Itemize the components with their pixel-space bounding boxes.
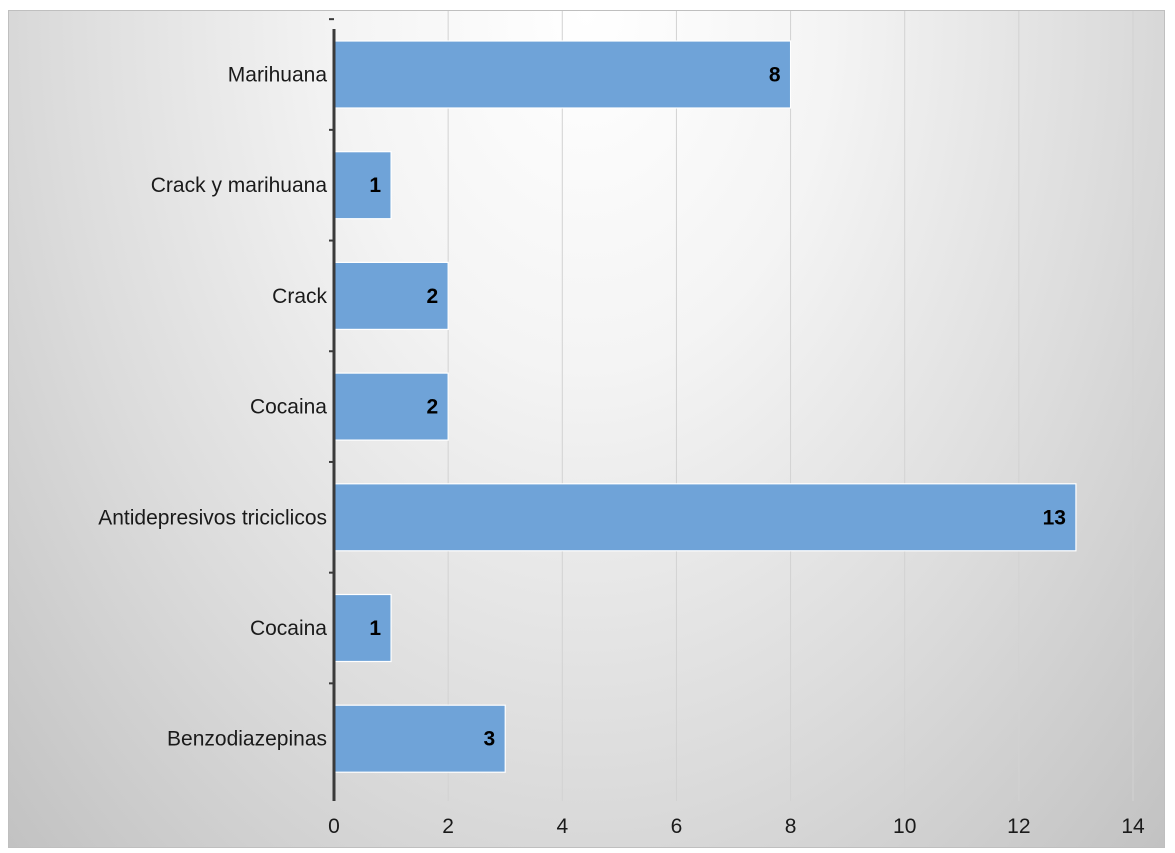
category-label: Marihuana: [228, 64, 328, 87]
x-tick-label: 12: [1007, 815, 1030, 838]
bar: [333, 483, 1077, 552]
category-label: Crack: [272, 285, 327, 308]
category-label: Cocaina: [250, 617, 327, 640]
bar-value-label: 13: [1043, 506, 1066, 529]
x-tick-label: 14: [1121, 815, 1145, 838]
x-tick-label: 8: [785, 815, 797, 838]
bar: [333, 593, 392, 663]
x-tick-label: 10: [893, 815, 916, 838]
category-label: Crack y marihuana: [151, 174, 328, 197]
bar-value-label: 8: [769, 64, 781, 87]
category-label: Antidepresivos triciclicos: [98, 506, 327, 529]
chart-frame: 0 2 4 6 8 10 12 14 8 Marihuana 1 Crack y marihuana 2…: [8, 10, 1165, 848]
bar: [333, 372, 449, 441]
bars: [333, 40, 1077, 773]
bar-value-label: 1: [369, 174, 381, 197]
bar-value-label: 1: [369, 617, 381, 640]
x-tick-label: 4: [556, 815, 568, 838]
x-tick-label: 2: [442, 815, 454, 838]
x-tick-label: 6: [671, 815, 683, 838]
gridlines: [447, 11, 1134, 801]
bar-value-label: 2: [426, 396, 438, 419]
bar: [333, 40, 792, 109]
bar-value-label: 3: [484, 728, 496, 751]
bar-value-label: 2: [426, 285, 438, 308]
bar: [333, 704, 506, 773]
x-tick-label: 0: [328, 815, 340, 838]
bar: [333, 151, 392, 220]
category-label: Cocaina: [250, 396, 327, 419]
category-label: Benzodiazepinas: [167, 728, 327, 751]
axes: [329, 18, 336, 801]
